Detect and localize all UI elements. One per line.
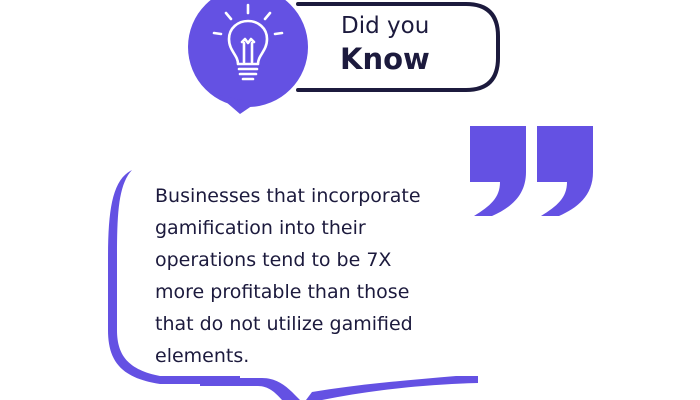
quote-line: elements. xyxy=(155,345,250,367)
quote-bubble-outline xyxy=(108,170,478,400)
title-label-outline xyxy=(296,2,500,92)
quote-line: operations tend to be 7X xyxy=(155,249,392,271)
quote-line: that do not utilize gamified xyxy=(155,313,413,335)
quotation-mark-icon xyxy=(470,126,593,216)
lightbulb-badge xyxy=(188,0,308,114)
title-know: Know xyxy=(340,42,430,76)
quote-line: gamification into their xyxy=(155,217,366,239)
quote-line: more profitable than those xyxy=(155,281,410,303)
quote-line: Businesses that incorporate xyxy=(155,185,421,207)
quote-text: Businesses that incorporate gamification… xyxy=(155,180,455,372)
lightbulb-icon xyxy=(212,3,284,81)
title-did-you: Did you xyxy=(341,13,430,39)
